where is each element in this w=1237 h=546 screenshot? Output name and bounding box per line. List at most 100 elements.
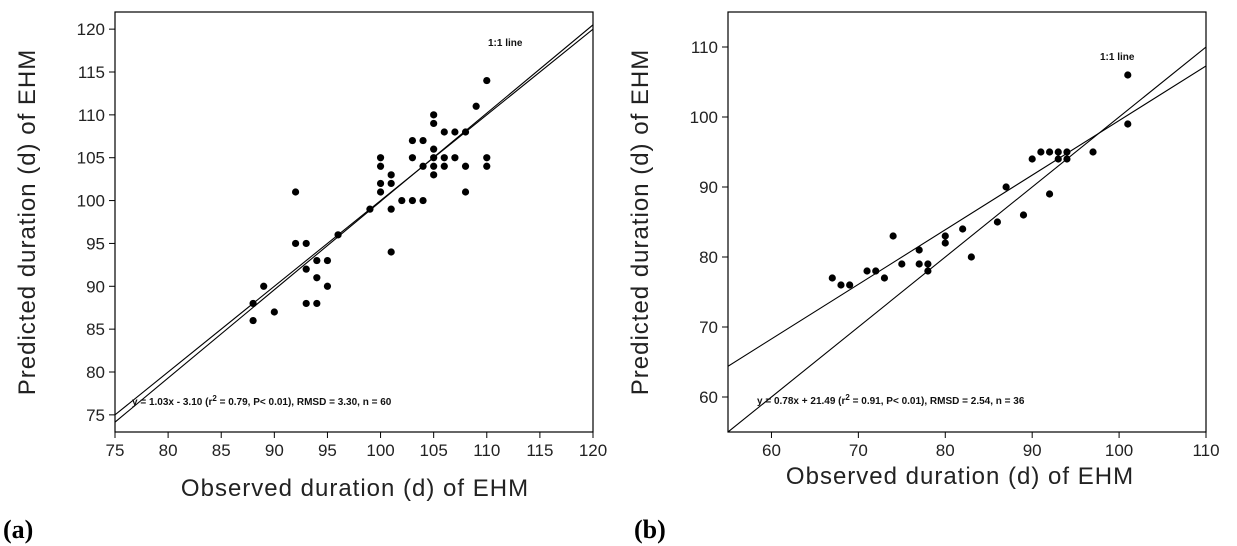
data-point: [1054, 155, 1062, 163]
data-point: [313, 274, 321, 282]
data-point: [408, 136, 417, 145]
x-tick-label: 105: [419, 441, 447, 460]
data-point: [376, 179, 385, 188]
x-tick-label: 75: [106, 441, 125, 460]
data-point: [1002, 183, 1010, 191]
data-point: [924, 260, 932, 268]
data-point: [915, 246, 923, 254]
y-tick-label: 80: [699, 248, 718, 267]
x-tick-label: 90: [1023, 441, 1042, 460]
one-to-one-label-a: 1:1 line: [488, 38, 523, 49]
data-point: [302, 239, 310, 248]
regression-lines-b: [728, 46, 1206, 432]
y-tick-label: 110: [691, 38, 718, 57]
y-tick-label: 90: [86, 277, 105, 296]
data-point: [440, 162, 448, 170]
data-point: [430, 162, 438, 170]
panel-label-a: (a): [3, 515, 33, 544]
x-tick-label: 100: [366, 441, 394, 460]
regression-lines-a: [115, 24, 593, 423]
data-point: [915, 260, 923, 268]
data-point: [461, 188, 470, 196]
y-tick-label: 70: [699, 318, 718, 337]
one-to-one-line: [728, 46, 1206, 432]
data-point: [313, 256, 321, 265]
plot-b-frame: [727, 11, 1207, 433]
data-points-b: [828, 71, 1132, 289]
data-point: [387, 171, 395, 179]
data-point: [430, 111, 438, 119]
data-point: [323, 256, 332, 265]
data-point: [419, 136, 427, 145]
data-point: [430, 145, 438, 153]
data-point: [472, 102, 480, 110]
y-ticks-b: 60 70 80 90 100 110: [690, 38, 728, 407]
data-point: [451, 154, 459, 162]
data-point: [1063, 155, 1071, 163]
data-point: [1124, 120, 1132, 128]
equation-a: y = 1.03x - 3.10 (r2 = 0.79, P< 0.01), R…: [132, 394, 392, 409]
x-tick-label: 60: [762, 441, 781, 460]
data-point: [880, 274, 889, 282]
x-tick-label: 85: [212, 441, 231, 460]
y-tick-label: 100: [77, 192, 105, 211]
data-point: [1019, 211, 1028, 219]
data-point: [430, 119, 438, 128]
x-tick-label: 80: [936, 441, 955, 460]
data-point: [398, 196, 406, 205]
data-point: [828, 274, 836, 282]
data-point: [898, 260, 906, 268]
data-point: [1028, 155, 1036, 163]
data-point: [483, 154, 491, 162]
data-point: [1124, 71, 1132, 79]
data-point: [302, 299, 310, 308]
data-point: [430, 171, 438, 179]
fit-line: [115, 24, 593, 423]
data-point: [366, 205, 374, 213]
x-ticks-b: 60 70 80 90 100 110: [762, 432, 1220, 460]
data-point: [376, 162, 385, 170]
y-tick-label: 60: [699, 388, 718, 407]
y-tick-label: 115: [78, 63, 105, 82]
data-point: [419, 162, 427, 170]
data-point: [967, 253, 975, 261]
plot-a-frame: [114, 11, 594, 433]
equation-b: y = 0.78x + 21.49 (r2 = 0.91, P< 0.01), …: [757, 393, 1025, 408]
x-tick-label: 90: [265, 441, 284, 460]
data-point: [461, 128, 470, 136]
y-axis-label-a: Predicted duration (d) of EHM: [14, 49, 41, 395]
data-point: [483, 162, 491, 170]
data-point: [376, 188, 385, 196]
data-point: [846, 281, 854, 289]
data-point: [249, 299, 257, 308]
data-point: [387, 248, 395, 256]
data-point: [376, 154, 385, 162]
y-tick-label: 75: [86, 406, 105, 425]
data-point: [334, 231, 342, 239]
y-tick-label: 85: [86, 320, 105, 339]
data-point: [993, 218, 1002, 226]
data-point: [872, 267, 880, 275]
data-point: [1054, 148, 1062, 156]
data-point: [291, 188, 300, 196]
data-point: [941, 232, 949, 240]
x-tick-label: 110: [1192, 441, 1219, 460]
data-point: [451, 128, 459, 136]
y-tick-label: 105: [77, 149, 105, 168]
data-point: [302, 265, 310, 273]
data-point: [440, 128, 448, 136]
data-point: [313, 299, 321, 308]
data-point: [1037, 148, 1045, 156]
data-point: [1045, 148, 1054, 156]
data-point: [387, 179, 395, 188]
y-tick-label: 100: [690, 108, 718, 127]
data-point: [889, 232, 897, 240]
data-point: [1045, 190, 1054, 198]
y-ticks-a: 75 80 85 90 95 100 105 110 115 120: [77, 20, 115, 425]
x-tick-label: 120: [579, 441, 607, 460]
panel-a: 75 80 85 90 95 100 105 110 115 120 75 80 85 90 95 100 1…: [3, 11, 607, 544]
x-tick-label: 110: [473, 441, 500, 460]
data-point: [260, 282, 268, 290]
data-point: [1089, 148, 1097, 156]
